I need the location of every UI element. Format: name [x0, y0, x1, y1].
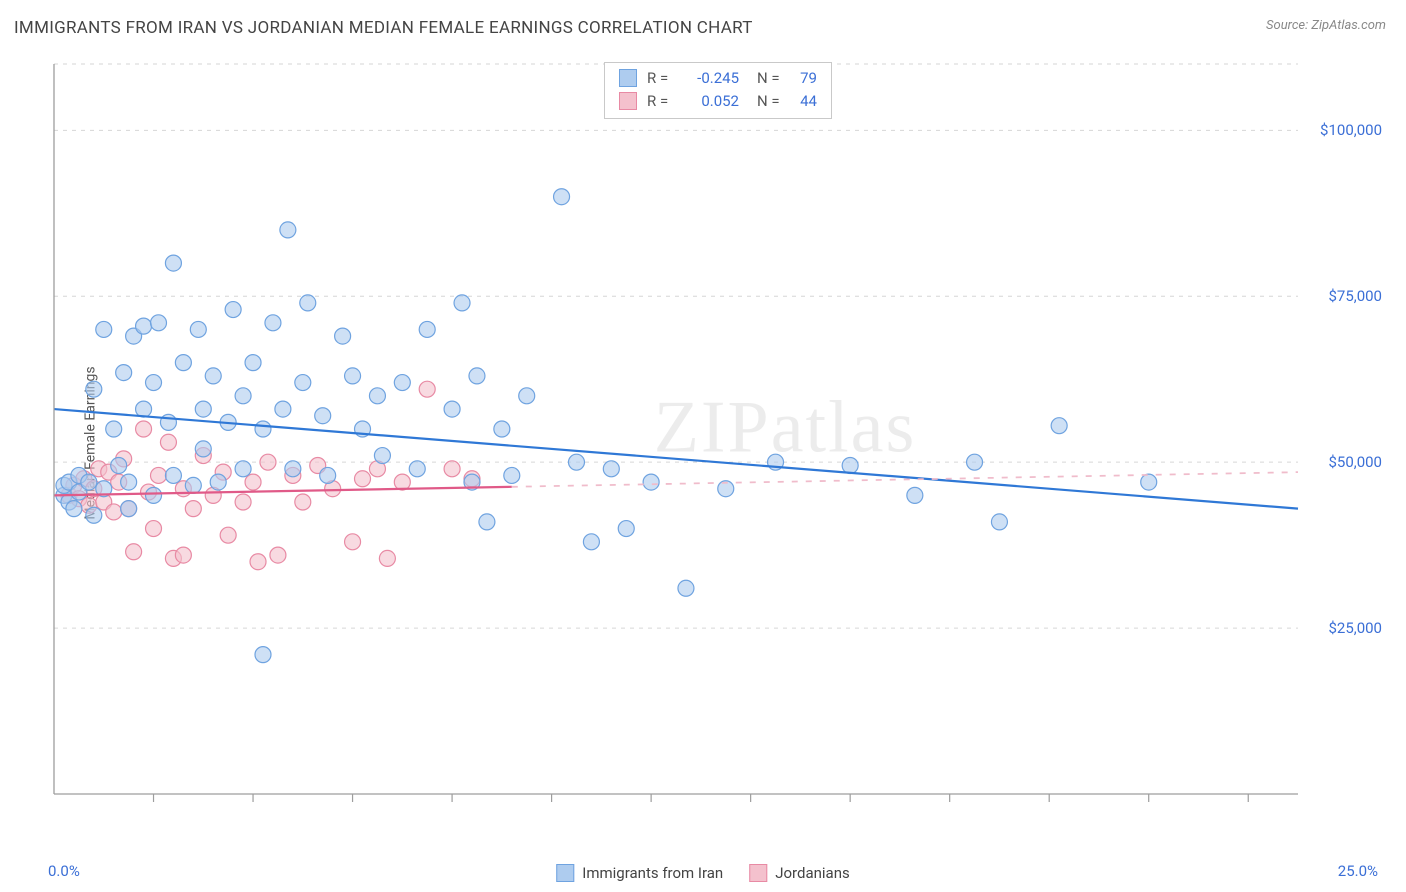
n-label: N = [757, 67, 783, 90]
correlation-row: R = -0.245 N = 79 [619, 67, 817, 90]
legend-item: Jordanians [749, 864, 850, 882]
legend-swatch-1 [556, 864, 574, 882]
n-value-2: 44 [793, 90, 817, 113]
y-tick-label: $75,000 [1328, 287, 1382, 305]
swatch-series-1 [619, 69, 637, 87]
r-value-2: 0.052 [683, 90, 739, 113]
legend-label-2: Jordanians [775, 864, 850, 882]
r-value-1: -0.245 [683, 67, 739, 90]
y-tick-label: $25,000 [1328, 619, 1382, 637]
x-tick-start: 0.0% [48, 862, 80, 880]
n-label: N = [757, 90, 783, 113]
n-value-1: 79 [793, 67, 817, 90]
correlation-legend: R = -0.245 N = 79 R = 0.052 N = 44 [604, 62, 832, 119]
chart-title: IMMIGRANTS FROM IRAN VS JORDANIAN MEDIAN… [14, 18, 753, 38]
plot-area: Median Female Earnings ZIPatlas R = -0.2… [48, 58, 1388, 828]
title-bar: IMMIGRANTS FROM IRAN VS JORDANIAN MEDIAN… [0, 0, 1406, 46]
legend-item: Immigrants from Iran [556, 864, 723, 882]
series-legend: Immigrants from Iran Jordanians [556, 864, 849, 882]
correlation-row: R = 0.052 N = 44 [619, 90, 817, 113]
y-tick-label: $50,000 [1328, 453, 1382, 471]
swatch-series-2 [619, 92, 637, 110]
r-label: R = [647, 67, 673, 90]
legend-swatch-2 [749, 864, 767, 882]
y-tick-label: $100,000 [1320, 121, 1382, 139]
scatter-chart [48, 58, 1388, 828]
source-label: Source: ZipAtlas.com [1266, 18, 1386, 33]
r-label: R = [647, 90, 673, 113]
x-tick-end: 25.0% [1338, 862, 1378, 880]
legend-label-1: Immigrants from Iran [582, 864, 723, 882]
